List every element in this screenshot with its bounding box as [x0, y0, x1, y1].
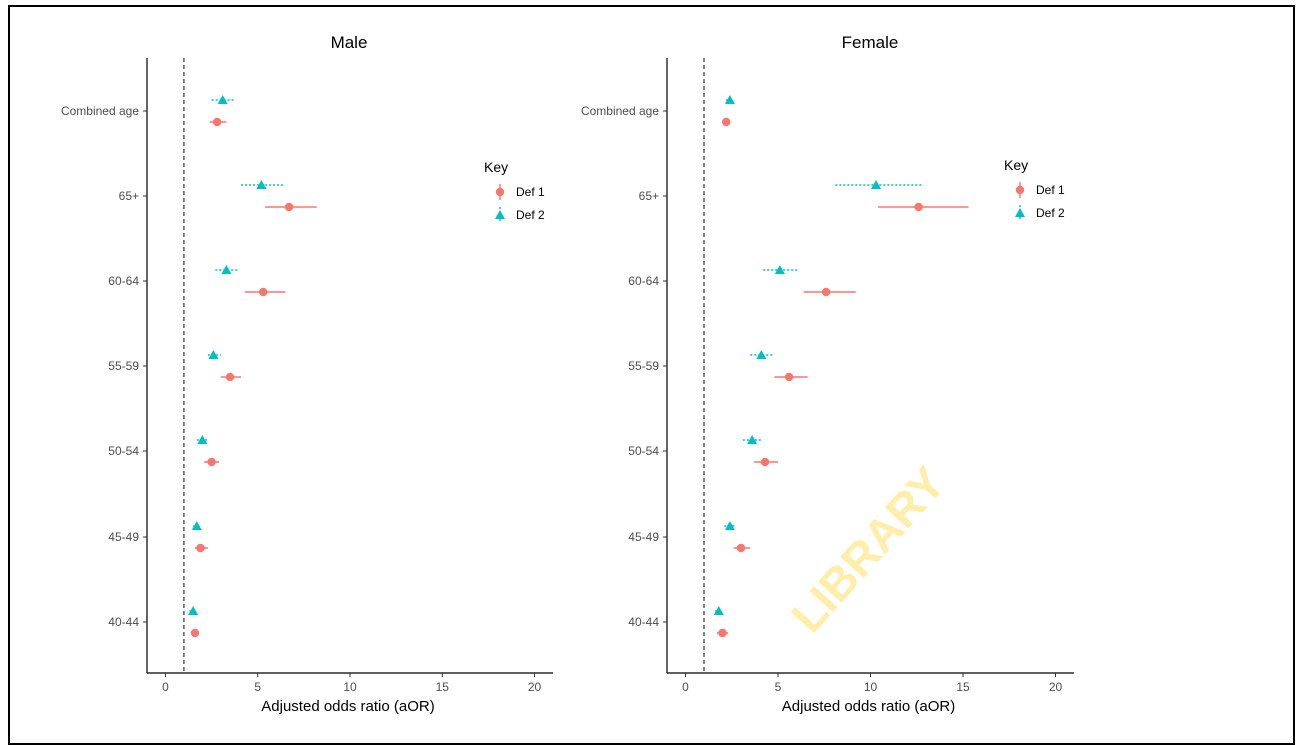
- point-def1: [225, 372, 235, 382]
- point-def1: [212, 117, 222, 127]
- point-def2: [221, 265, 232, 274]
- x-tick-label: 5: [775, 680, 782, 694]
- x-tick-label: 20: [1049, 680, 1063, 694]
- legend-label: Def 1: [1036, 183, 1065, 197]
- panel-title: Male: [331, 33, 368, 52]
- y-tick-label: 60-64: [628, 274, 659, 288]
- point-def1: [784, 372, 794, 382]
- panel-title: Female: [842, 33, 899, 52]
- panel-female: Female 0 5 10 15 20 Adjusted odds ratio (aOR) C…: [581, 33, 1074, 715]
- point-def2: [217, 95, 228, 104]
- y-tick-label: 65+: [119, 189, 139, 203]
- y-tick-label: 55-59: [628, 359, 659, 373]
- y-tick-label: Combined age: [581, 104, 659, 118]
- point-def1: [196, 543, 205, 553]
- legend: Key Def 1 Def 2: [1004, 157, 1065, 221]
- y-tick-label: 45-49: [628, 530, 659, 544]
- legend: Key Def 1 Def 2: [484, 159, 545, 223]
- x-tick-label: 20: [528, 680, 542, 694]
- y-tick-label: 45-49: [108, 530, 139, 544]
- y-tick-label: 40-44: [628, 615, 659, 629]
- y-tick-label: 60-64: [108, 274, 139, 288]
- point-def1: [821, 287, 831, 297]
- legend-title: Key: [1004, 157, 1028, 173]
- y-tick-label: Combined age: [61, 104, 139, 118]
- legend-key-circle: [1015, 185, 1025, 195]
- point-def1: [722, 117, 731, 127]
- panels: Male 0 5 10 15 20 Adjusted odds ratio (aOR) Com…: [61, 33, 1074, 715]
- y-tick-label: 50-54: [628, 444, 659, 458]
- watermark-text: LIBRARY: [781, 457, 955, 642]
- point-def2: [774, 265, 785, 274]
- legend-label: Def 2: [516, 208, 545, 222]
- x-axis-title: Adjusted odds ratio (aOR): [261, 698, 434, 715]
- x-tick-label: 15: [436, 680, 450, 694]
- point-def1: [259, 287, 268, 297]
- legend-key-triangle: [1015, 208, 1025, 217]
- point-def2: [191, 521, 202, 530]
- point-def2: [871, 180, 882, 189]
- point-def2: [724, 95, 735, 104]
- point-def1: [284, 202, 294, 212]
- point-def2: [256, 180, 267, 189]
- point-def1: [207, 457, 216, 467]
- point-def2: [756, 350, 767, 359]
- y-tick-label: 55-59: [108, 359, 139, 373]
- y-tick-label: 50-54: [108, 444, 139, 458]
- point-def1: [914, 202, 923, 212]
- x-axis-title: Adjusted odds ratio (aOR): [782, 698, 955, 715]
- point-def1: [718, 628, 727, 638]
- x-tick-label: 5: [254, 680, 261, 694]
- point-def1: [736, 543, 746, 553]
- x-tick-label: 0: [162, 680, 169, 694]
- point-def2: [747, 435, 758, 444]
- legend-label: Def 2: [1036, 206, 1065, 220]
- point-def2: [724, 521, 735, 530]
- point-def2: [188, 606, 199, 615]
- y-tick-label: 40-44: [108, 615, 139, 629]
- x-tick-label: 10: [864, 680, 878, 694]
- x-tick-label: 10: [343, 680, 357, 694]
- legend-key-circle: [495, 187, 505, 197]
- panel-male: Male 0 5 10 15 20 Adjusted odds ratio (aOR) Com…: [61, 33, 553, 715]
- legend-key-triangle: [495, 210, 505, 219]
- x-tick-label: 0: [682, 680, 689, 694]
- point-def2: [208, 350, 219, 359]
- y-tick-label: 65+: [639, 189, 659, 203]
- point-def1: [190, 628, 200, 638]
- point-def2: [713, 606, 724, 615]
- x-tick-label: 15: [956, 680, 970, 694]
- legend-label: Def 1: [516, 185, 545, 199]
- legend-title: Key: [484, 159, 508, 175]
- point-def2: [197, 435, 208, 444]
- point-def1: [760, 457, 770, 467]
